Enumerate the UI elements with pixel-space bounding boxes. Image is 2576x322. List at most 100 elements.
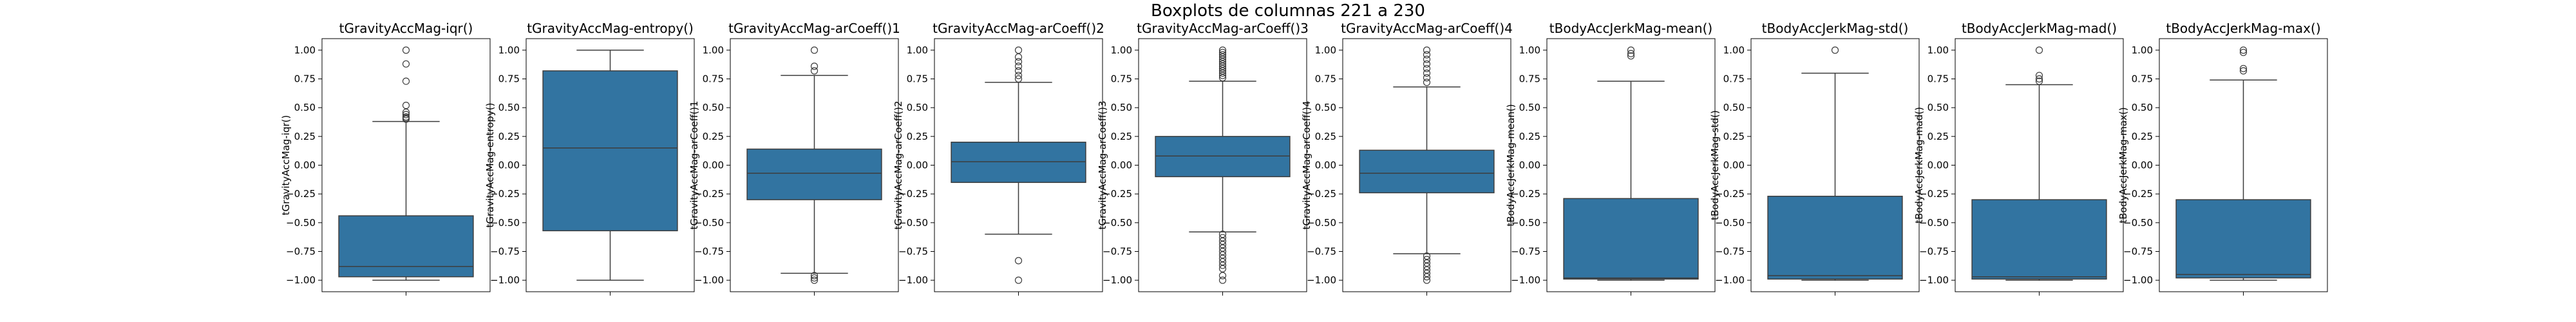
y-tick-label: 1.00 <box>1723 44 1745 56</box>
y-tick-label: −1.00 <box>490 274 520 286</box>
outlier-point <box>1218 244 1227 252</box>
y-tick-label: 0.75 <box>1723 73 1745 85</box>
y-tick-label: −0.75 <box>1511 245 1540 257</box>
y-tick-label: 0.25 <box>1723 131 1745 142</box>
y-tick-label: 0.25 <box>294 131 316 142</box>
outlier-point <box>1218 67 1227 75</box>
outlier-point <box>1218 231 1227 238</box>
y-tick-label: −0.50 <box>490 217 520 229</box>
outlier-point <box>1423 64 1431 73</box>
outlier-point <box>1218 251 1227 259</box>
y-tick-label: 0.25 <box>907 131 928 142</box>
outlier-point <box>1423 51 1431 59</box>
y-axis-label: tGravityAccMag-arCoeff()4 <box>1301 100 1312 229</box>
outlier-point <box>2035 75 2043 83</box>
y-tick-label: −1.00 <box>1511 274 1540 286</box>
y-tick-label: 0.25 <box>1315 131 1336 142</box>
iqr-box <box>338 215 474 278</box>
y-tick-label: 0.00 <box>1519 160 1540 171</box>
y-tick-label: −1.00 <box>694 274 724 286</box>
y-tick-label: −0.25 <box>286 188 316 200</box>
subplot-title: tGravityAccMag-entropy() <box>527 21 694 36</box>
subplot-title: tBodyAccJerkMag-max() <box>2166 21 2320 36</box>
outlier-point <box>1423 273 1431 281</box>
outlier-point <box>1423 60 1431 68</box>
subplot-panel: tBodyAccJerkMag-max() 1.00 0.75 0.50 0.25 0.0… <box>2117 21 2328 296</box>
y-tick-label: −0.50 <box>1103 217 1132 229</box>
outlier-point <box>402 60 410 68</box>
y-tick-label: 0.50 <box>703 102 724 113</box>
iqr-box <box>746 148 882 200</box>
outlier-point <box>2239 46 2248 54</box>
y-tick-label: 0.50 <box>294 102 316 113</box>
y-tick-label: −0.75 <box>1919 245 1949 257</box>
outlier-point <box>1218 53 1227 61</box>
outlier-point <box>1014 71 1023 79</box>
outlier-point <box>1218 254 1227 262</box>
y-tick-label: 0.75 <box>2132 73 2153 85</box>
y-tick-label: 0.00 <box>1927 160 1949 171</box>
outlier-point <box>1423 259 1431 267</box>
y-axis-label: tGravityAccMag-arCoeff()2 <box>893 100 904 229</box>
outlier-point <box>1218 46 1227 54</box>
outlier-point <box>402 77 410 85</box>
subplot-panel: tBodyAccJerkMag-mean() 1.00 0.75 0.50 0.25 0.… <box>1505 21 1716 296</box>
outlier-point <box>1423 79 1431 86</box>
axes-frame <box>526 38 695 292</box>
y-tick-label: −0.25 <box>694 188 724 200</box>
y-tick-label: 1.00 <box>1315 44 1336 56</box>
y-tick-label: 0.25 <box>2132 131 2153 142</box>
y-tick-label: −0.75 <box>1715 245 1745 257</box>
y-tick-label: −0.50 <box>1715 217 1745 229</box>
outlier-point <box>1423 69 1431 77</box>
outlier-point <box>1218 74 1227 82</box>
y-tick-label: −0.75 <box>2123 245 2153 257</box>
y-tick-label: −0.25 <box>1307 188 1336 200</box>
outlier-point <box>1218 234 1227 242</box>
subplot-title: tGravityAccMag-arCoeff()1 <box>728 21 900 36</box>
y-tick-label: −0.50 <box>1511 217 1540 229</box>
y-tick-label: 1.00 <box>1111 44 1132 56</box>
y-tick-label: 1.00 <box>1519 44 1540 56</box>
y-axis-label: tGravityAccMag-entropy() <box>484 103 496 228</box>
outlier-point <box>1218 276 1227 284</box>
y-tick-label: 1.00 <box>498 44 520 56</box>
iqr-box <box>2175 199 2311 279</box>
y-axis-label: tGravityAccMag-iqr() <box>280 115 292 216</box>
outlier-point <box>2035 71 2043 79</box>
y-tick-label: −0.25 <box>1511 188 1540 200</box>
y-tick-label: 0.50 <box>2132 102 2153 113</box>
y-tick-label: 0.50 <box>498 102 520 113</box>
iqr-box <box>1767 195 1903 280</box>
outlier-point <box>402 46 410 54</box>
y-tick-label: 1.00 <box>2132 44 2153 56</box>
y-tick-label: −1.00 <box>1919 274 1949 286</box>
outlier-point <box>402 115 410 123</box>
axes-frame <box>2159 38 2328 292</box>
outlier-point <box>810 272 819 279</box>
y-axis-label: tBodyAccJerkMag-mean() <box>1505 104 1517 226</box>
axes-frame <box>1138 38 1307 292</box>
y-tick-label: 0.00 <box>294 160 316 171</box>
outlier-point <box>1218 64 1227 73</box>
y-tick-label: 0.25 <box>1111 131 1132 142</box>
y-tick-label: −1.00 <box>2123 274 2153 286</box>
y-tick-label: −0.75 <box>694 245 724 257</box>
outlier-point <box>1014 257 1023 265</box>
outlier-point <box>1218 62 1227 70</box>
axes-frame <box>934 38 1103 292</box>
outlier-point <box>1423 276 1431 284</box>
y-tick-label: 0.25 <box>703 131 724 142</box>
y-tick-label: 0.75 <box>294 73 316 85</box>
outlier-point <box>1218 60 1227 68</box>
y-axis-label: tGravityAccMag-arCoeff()1 <box>688 100 700 229</box>
subplot-grid: tGravityAccMag-iqr() 1.00 0.75 0.50 0.25 0.00… <box>280 21 2328 296</box>
subplot-panel: tGravityAccMag-arCoeff()2 1.00 0.75 0.50 0.2… <box>893 21 1104 296</box>
y-tick-label: 0.75 <box>498 73 520 85</box>
y-axis-label: tGravityAccMag-arCoeff()3 <box>1097 100 1108 229</box>
y-tick-label: −0.25 <box>490 188 520 200</box>
outlier-point <box>1218 51 1227 59</box>
subplot-title: tGravityAccMag-arCoeff()3 <box>1137 21 1309 36</box>
y-tick-label: 0.75 <box>703 73 724 85</box>
